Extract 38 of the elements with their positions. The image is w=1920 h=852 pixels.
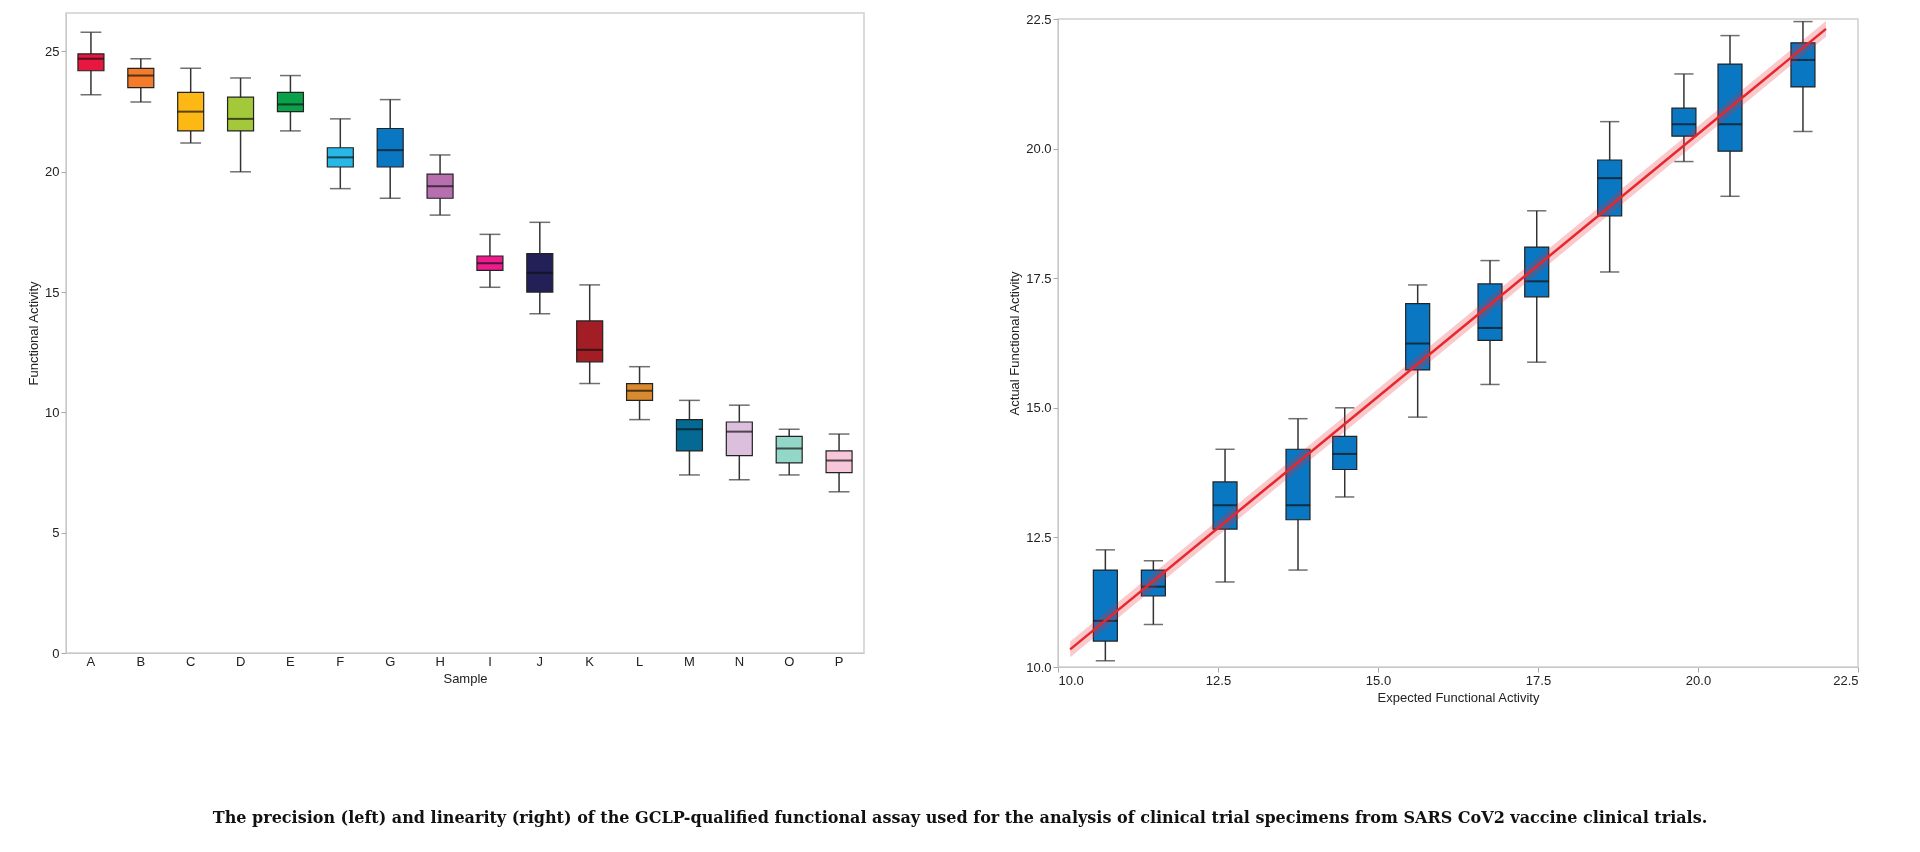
y-tick-label: 5 (52, 525, 60, 541)
x-tick-label: C (185, 653, 196, 669)
y-tick-label: 12.5 (1026, 529, 1052, 545)
text: The precision (left) and linearity (right) of the GCLP-qualified functional assay used for the analysis of clinical trial specimens from SARS CoV2 vaccine clinical trials. (211, 808, 1709, 827)
x-tick-label: I (488, 653, 492, 669)
y-axis-title: Actual Functional Activity (1007, 271, 1023, 416)
x-tick-label: O (784, 653, 795, 669)
y-tick-label: 17.5 (1026, 270, 1052, 286)
x-tick-label: L (635, 653, 644, 669)
y-tick-label: 15 (45, 284, 60, 300)
x-tick-label: 20.0 (1685, 672, 1712, 688)
y-tick-label: 22.5 (1026, 11, 1052, 27)
x-tick-label: 15.0 (1365, 672, 1392, 688)
x-tick-label: 17.5 (1525, 672, 1552, 688)
y-tick-label: 15.0 (1026, 400, 1052, 416)
y-tick-label: 10 (45, 404, 60, 420)
x-tick-label: 12.5 (1205, 672, 1232, 688)
y-tick-label: 0 (52, 645, 60, 661)
x-tick-label: N (734, 653, 745, 669)
x-axis-title: Expected Functional Activity (1377, 689, 1540, 705)
x-tick-label: E (286, 653, 296, 669)
x-tick-label: H (435, 653, 445, 669)
y-tick-label: 25 (45, 44, 60, 59)
y-tick-label: 20.0 (1026, 141, 1052, 157)
x-tick-label: M (684, 653, 695, 669)
y-tick-label: 20 (45, 164, 60, 180)
x-tick-label: D (235, 653, 246, 669)
x-tick-label: G (385, 653, 396, 669)
x-tick-label: B (136, 653, 146, 669)
x-tick-label: K (585, 653, 595, 669)
x-tick-label: A (86, 653, 96, 669)
x-tick-label: 22.5 (1833, 672, 1859, 688)
x-tick-label: F (336, 653, 345, 669)
x-tick-label: P (834, 653, 844, 669)
x-axis-title: Sample (443, 670, 488, 686)
x-tick-label: 10.0 (1058, 672, 1084, 688)
y-axis-title: Functional Activity (26, 280, 42, 386)
x-tick-label: J (536, 653, 544, 669)
